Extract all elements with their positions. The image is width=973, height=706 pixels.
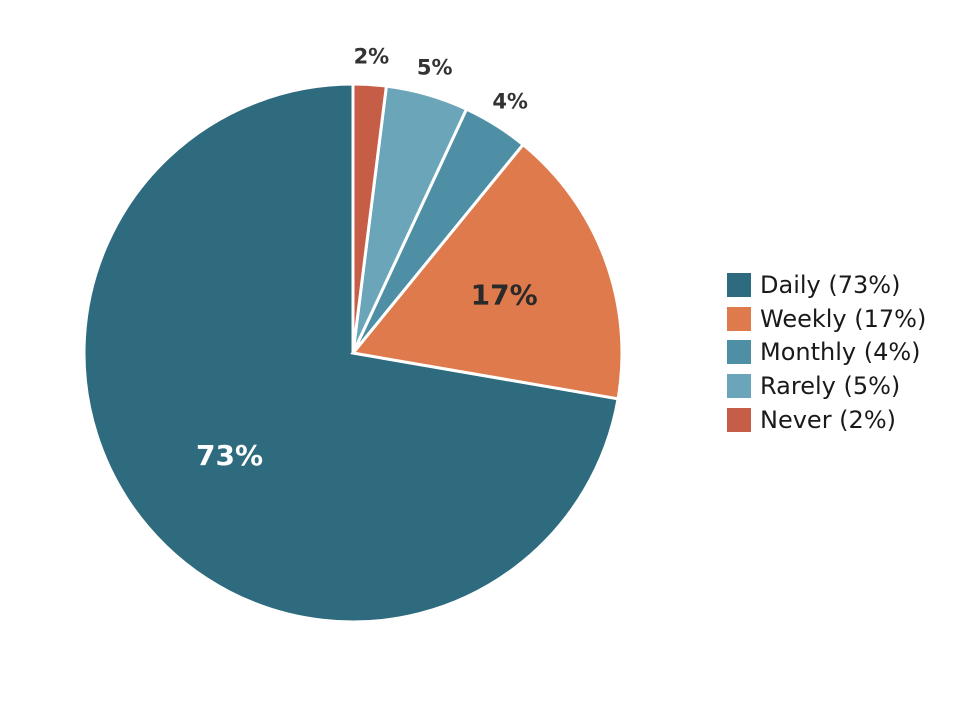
chart-legend: Daily (73%) Weekly (17%) Monthly (4%) Rarel… bbox=[727, 268, 926, 437]
legend-item-rarely: Rarely (5%) bbox=[727, 369, 926, 403]
legend-item-weekly: Weekly (17%) bbox=[727, 302, 926, 336]
pie-slices bbox=[82, 82, 624, 624]
pie-slice-never bbox=[351, 82, 389, 354]
legend-label: Rarely (5%) bbox=[760, 372, 901, 401]
legend-swatch bbox=[727, 408, 751, 433]
slice-label-never: 2% bbox=[354, 45, 390, 69]
legend-label: Daily (73%) bbox=[760, 270, 901, 299]
legend-label: Weekly (17%) bbox=[760, 304, 927, 333]
legend-label: Monthly (4%) bbox=[760, 338, 921, 367]
pie-slice-daily bbox=[82, 82, 620, 624]
legend-swatch bbox=[727, 306, 751, 331]
legend-label: Never (2%) bbox=[760, 406, 896, 435]
slice-label-rarely: 5% bbox=[417, 56, 453, 80]
pie-slice-labels: 73% 17% 4% 5% 2% bbox=[196, 45, 538, 472]
slice-label-daily: 73% bbox=[196, 439, 263, 472]
legend-item-daily: Daily (73%) bbox=[727, 268, 926, 302]
pie-slice-weekly bbox=[350, 142, 624, 401]
slice-label-weekly: 17% bbox=[471, 278, 538, 311]
legend-swatch bbox=[727, 374, 751, 399]
slice-label-monthly: 4% bbox=[492, 89, 528, 113]
legend-swatch bbox=[727, 340, 751, 365]
legend-item-never: Never (2%) bbox=[727, 403, 926, 437]
legend-item-monthly: Monthly (4%) bbox=[727, 336, 926, 370]
legend-swatch bbox=[727, 272, 751, 297]
